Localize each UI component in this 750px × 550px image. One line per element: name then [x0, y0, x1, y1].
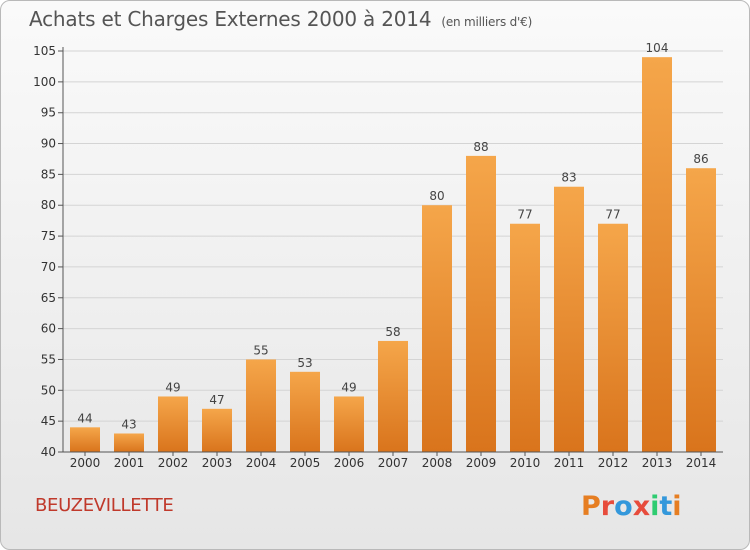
logo-letter: t: [659, 491, 673, 522]
y-tick-label: 65: [41, 291, 56, 305]
logo-letter: P: [581, 491, 601, 522]
bar-2011: [554, 186, 584, 452]
data-label-2002: 49: [165, 380, 180, 394]
x-tick-label-2004: 2004: [246, 456, 277, 470]
data-label-2012: 77: [605, 208, 620, 222]
data-label-2005: 53: [297, 356, 312, 370]
bar-2006: [334, 396, 364, 452]
commune-name: BEUZEVILLETTE: [35, 495, 174, 516]
x-tick-label-2008: 2008: [422, 456, 453, 470]
x-tick-label-2013: 2013: [642, 456, 673, 470]
y-tick-label: 45: [41, 414, 56, 428]
y-tick-label: 50: [41, 383, 56, 397]
y-tick-label: 70: [41, 260, 56, 274]
y-tick-label: 75: [41, 229, 56, 243]
data-label-2013: 104: [646, 41, 669, 55]
x-tick-label-2003: 2003: [202, 456, 233, 470]
bar-2005: [290, 371, 320, 452]
bar-2008: [422, 205, 452, 452]
y-tick-label: 100: [33, 75, 56, 89]
x-tick-label-2002: 2002: [158, 456, 189, 470]
x-tick-label-2001: 2001: [114, 456, 145, 470]
y-tick-label: 40: [41, 445, 56, 459]
x-tick-label-2012: 2012: [598, 456, 629, 470]
x-tick-label-2010: 2010: [510, 456, 541, 470]
data-label-2011: 83: [561, 171, 576, 185]
y-tick-label: 80: [41, 198, 56, 212]
y-tick-label: 60: [41, 322, 56, 336]
x-tick-label-2007: 2007: [378, 456, 409, 470]
logo-letter: i: [672, 491, 682, 522]
x-tick-label-2011: 2011: [554, 456, 585, 470]
data-label-2001: 43: [121, 417, 136, 431]
logo-letter: o: [614, 491, 633, 522]
data-label-2003: 47: [209, 393, 224, 407]
proxiti-logo: Proxiti: [581, 491, 682, 522]
x-tick-label-2005: 2005: [290, 456, 321, 470]
bar-layer: 44 43 49 47 55 53 49 58 80 88 77 83 77 104 86: [70, 41, 716, 453]
data-label-2010: 77: [517, 208, 532, 222]
chart-subtitle: (en milliers d'€): [441, 15, 533, 29]
bar-2013: [642, 57, 672, 453]
data-label-2007: 58: [385, 325, 400, 339]
bar-2001: [114, 433, 144, 452]
y-tick-label: 105: [33, 44, 56, 58]
bar-2007: [378, 340, 408, 452]
bar-2004: [246, 359, 276, 452]
x-tick-label-2009: 2009: [466, 456, 497, 470]
y-tick-label: 85: [41, 167, 56, 181]
axis-layer: 40 45 50 55 60 65 70 75 80 85 90 95 100 105 2000 2001 20…: [33, 44, 723, 470]
data-label-2008: 80: [429, 189, 444, 203]
logo-letter: r: [600, 491, 615, 522]
bar-2010: [510, 223, 540, 452]
logo-letter: x: [632, 491, 651, 522]
bar-2012: [598, 223, 628, 452]
x-tick-label-2000: 2000: [70, 456, 101, 470]
y-tick-label: 90: [41, 137, 56, 151]
y-tick-label: 55: [41, 352, 56, 366]
bar-2009: [466, 155, 496, 452]
bar-2000: [70, 427, 100, 452]
x-tick-label-2006: 2006: [334, 456, 365, 470]
data-label-2014: 86: [693, 152, 708, 166]
data-label-2006: 49: [341, 380, 356, 394]
y-tick-label: 95: [41, 106, 56, 120]
chart-title-text: Achats et Charges Externes 2000 à 2014: [29, 7, 432, 31]
bar-2003: [202, 408, 232, 452]
data-label-2004: 55: [253, 343, 268, 357]
bar-2014: [686, 168, 716, 452]
logo-letter: i: [650, 491, 660, 522]
data-label-2000: 44: [77, 411, 92, 425]
x-tick-label-2014: 2014: [686, 456, 717, 470]
bar-2002: [158, 396, 188, 452]
chart-title: Achats et Charges Externes 2000 à 2014 (e…: [29, 7, 532, 31]
data-label-2009: 88: [473, 140, 488, 154]
